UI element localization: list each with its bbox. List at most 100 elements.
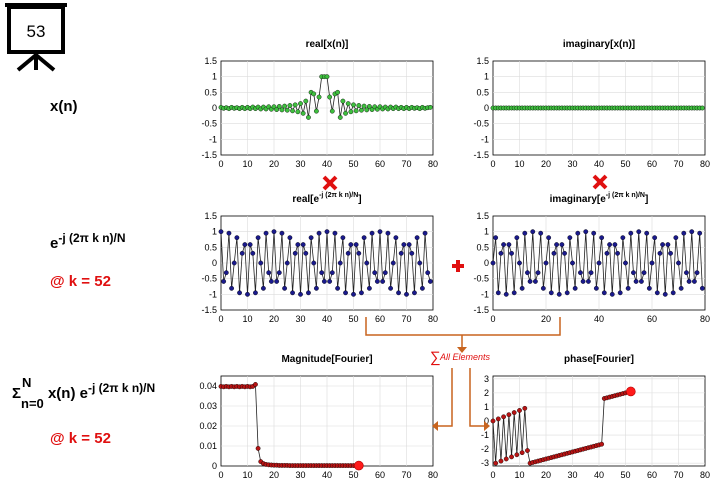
data-point: [366, 285, 372, 291]
y-tick-label: 1: [212, 227, 217, 237]
x-tick-label: 80: [428, 314, 438, 324]
data-point: [699, 285, 705, 291]
data-point: [586, 279, 591, 284]
data-point: [353, 108, 359, 114]
data-point: [570, 260, 575, 266]
chart-magnitude: Magnitude[Fourier] 0 10 20 30 40 50 60 70 80 0.04 0…: [199, 354, 438, 480]
y-tick-label: 0.01: [199, 441, 217, 451]
data-point: [543, 260, 549, 266]
data-point: [345, 101, 351, 107]
arrow-right-icon: [484, 421, 490, 431]
data-point: [686, 279, 692, 284]
data-point: [406, 242, 412, 247]
data-point: [327, 279, 333, 284]
chart-real_twiddle: real[e-j (2π k n)/N]0 10 20 30 40 50 60 70 801.5…: [201, 192, 438, 324]
data-point: [295, 242, 301, 247]
data-point: [633, 279, 639, 284]
data-point: [361, 103, 367, 109]
arrow-down-icon: [457, 347, 467, 353]
y-tick-label: 0.02: [199, 421, 217, 431]
data-point: [490, 418, 496, 424]
data-point: [324, 229, 330, 235]
x-tick-label: 30: [295, 159, 305, 169]
x-tick-label: 0: [218, 314, 223, 324]
data-point: [274, 107, 280, 112]
data-point: [514, 452, 520, 458]
data-point: [519, 450, 525, 456]
data-point: [498, 458, 504, 464]
data-point: [290, 290, 295, 296]
x-tick-label: 0: [218, 470, 223, 480]
data-point: [311, 260, 317, 266]
multiply-icon-right: [592, 174, 608, 190]
x-tick-label: 60: [375, 314, 385, 324]
data-point: [255, 235, 261, 241]
data-point: [239, 250, 245, 256]
data-point: [660, 242, 665, 247]
data-point: [681, 230, 687, 236]
data-point: [332, 230, 338, 236]
data-point: [306, 115, 311, 120]
data-point: [522, 405, 528, 411]
data-point: [670, 290, 676, 296]
y-tick-label: 1.5: [204, 56, 217, 66]
data-point: [490, 260, 496, 266]
chart-imag_x: imaginary[x(n)] 0 10 20 30 40 50 60 70 80 1.5 1 0.5 0…: [473, 39, 710, 169]
data-point: [279, 230, 285, 236]
data-point: [535, 270, 541, 276]
presentation-board-icon: 53: [5, 3, 67, 72]
data-point: [303, 98, 309, 104]
data-point: [554, 242, 559, 247]
data-point: [218, 229, 224, 235]
data-point: [546, 235, 552, 241]
data-point: [258, 260, 264, 266]
data-point: [279, 107, 285, 113]
data-point: [369, 230, 375, 236]
x-tick-label: 60: [647, 314, 657, 324]
y-tick-label: 0: [212, 461, 217, 471]
k-note-bottom: @ k = 52: [50, 430, 111, 447]
data-point: [340, 235, 346, 241]
data-point: [274, 279, 280, 284]
data-point: [599, 235, 605, 241]
data-point: [538, 230, 544, 236]
data-point: [530, 229, 536, 235]
data-point: [427, 279, 433, 284]
data-point: [578, 270, 583, 276]
data-point: [298, 101, 303, 107]
data-point: [313, 108, 319, 114]
data-point: [292, 102, 298, 108]
data-point: [699, 105, 705, 111]
chart-title: phase[Fourier]: [564, 354, 634, 365]
data-point: [522, 230, 528, 236]
sum-sign: ∑: [430, 349, 441, 366]
data-point: [503, 456, 509, 462]
y-tick-label: 3: [484, 374, 489, 384]
data-point: [237, 290, 242, 296]
y-tick-label: -0.5: [473, 274, 489, 284]
data-point: [253, 290, 258, 296]
data-point: [396, 290, 401, 296]
data-point: [364, 260, 370, 266]
data-point: [652, 235, 658, 241]
data-point: [501, 414, 506, 420]
x-tick-label: 40: [322, 314, 332, 324]
x-tick-label: 20: [541, 314, 551, 324]
x-tick-label: 70: [401, 314, 411, 324]
y-tick-label: 0.03: [199, 401, 217, 411]
data-point: [313, 285, 319, 291]
data-point: [419, 285, 425, 291]
data-point: [514, 235, 520, 241]
x-tick-label: 80: [700, 470, 710, 480]
data-point: [580, 279, 586, 284]
data-point: [575, 230, 581, 236]
data-point: [673, 235, 679, 241]
x-tick-label: 70: [673, 159, 683, 169]
data-point: [229, 285, 235, 291]
signal-label: x(n): [50, 98, 78, 115]
y-tick-label: 1.5: [476, 56, 489, 66]
data-point: [337, 260, 343, 266]
x-tick-label: 80: [428, 159, 438, 169]
data-point: [591, 230, 597, 236]
